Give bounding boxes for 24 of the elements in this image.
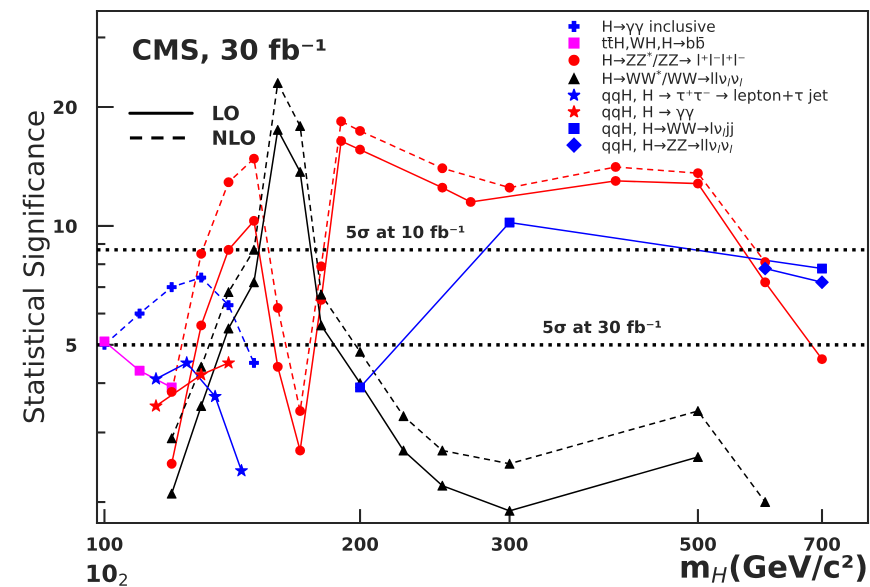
x-tick-label: 300 [492, 537, 528, 551]
legend-label: H→γγ inclusive [603, 20, 715, 35]
x-tick-label: 500 [680, 537, 716, 551]
x-tick-label: 700 [804, 537, 840, 551]
y-axis-title: Statistical Significance [22, 111, 50, 422]
legend-label: H→WW$^{*}$/WW→llν$_{l}$ν$_{l}$ [603, 70, 742, 86]
legend-label: qqH, H→ZZ→llν$_{l}$ν$_{l}$ [602, 138, 732, 154]
x-axis-title: m$_{H}$(GeV/c²) [682, 554, 866, 583]
legend-label: qqH, H → τ⁺τ⁻ → lepton+τ jet [602, 89, 828, 104]
ref-line-label: 5σ at 30 fb⁻¹ [543, 320, 661, 334]
legend-label: NLO [213, 130, 256, 146]
text: 10$_{2}$ [88, 564, 127, 586]
y-tick-label: 20 [54, 100, 77, 114]
legend-label: LO [213, 106, 239, 120]
y-tick-label: 5 [66, 338, 76, 352]
legend-label: tt̄H,WH,H→bb̄ [602, 36, 704, 50]
legend-label: qqH, H → γγ [602, 106, 694, 120]
y-tick-label: 10 [54, 219, 77, 234]
x-tick-label: 100 [88, 537, 122, 551]
legend-label: qqH, H→WW→lν$_{l}$jj [602, 122, 733, 138]
text: CMS, 30 fb⁻¹ [133, 38, 326, 64]
legend-label: H→ZZ$^{*}$/ZZ→ l⁺l⁻l⁺l⁻ [603, 52, 745, 67]
ref-line-label: 5σ at 10 fb⁻¹ [346, 225, 464, 238]
x-tick-label: 200 [342, 537, 378, 551]
